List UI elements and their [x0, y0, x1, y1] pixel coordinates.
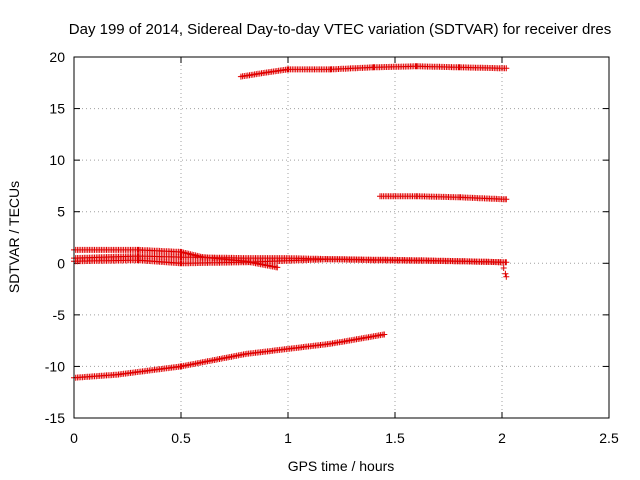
series-arc-6 — [377, 193, 510, 203]
series-arc-top-19 — [237, 63, 510, 80]
x-tick-label: 2 — [498, 430, 506, 446]
y-tick-label: 10 — [49, 152, 65, 168]
series-arc-plus05 — [71, 253, 510, 280]
y-tick-label: -15 — [45, 410, 65, 426]
x-tick-label: 1 — [284, 430, 292, 446]
series-arc-minus — [71, 331, 388, 381]
series-markers — [71, 331, 388, 381]
grid-lines — [74, 57, 609, 418]
series-arc-zero — [71, 256, 510, 267]
x-tick-label: 2.5 — [599, 430, 619, 446]
y-tick-label: 20 — [49, 49, 65, 65]
series-markers — [377, 193, 510, 203]
data-markers — [71, 63, 510, 381]
y-tick-label: 0 — [57, 255, 65, 271]
y-tick-label: 5 — [57, 204, 65, 220]
plot-frame — [73, 56, 610, 419]
y-tick-label: 15 — [49, 101, 65, 117]
chart-title: Day 199 of 2014, Sidereal Day-to-day VTE… — [69, 21, 611, 38]
y-tick-label: -10 — [45, 358, 65, 374]
x-axis-label: GPS time / hours — [288, 458, 395, 474]
y-axis-label: SDTVAR / TECUs — [6, 181, 22, 293]
series-markers — [71, 253, 510, 280]
x-tick-label: 0 — [70, 430, 78, 446]
series-markers — [237, 63, 510, 80]
series-markers — [71, 256, 510, 267]
x-tick-label: 1.5 — [385, 430, 405, 446]
y-tick-label: -5 — [53, 307, 66, 323]
x-tick-label: 0.5 — [171, 430, 191, 446]
